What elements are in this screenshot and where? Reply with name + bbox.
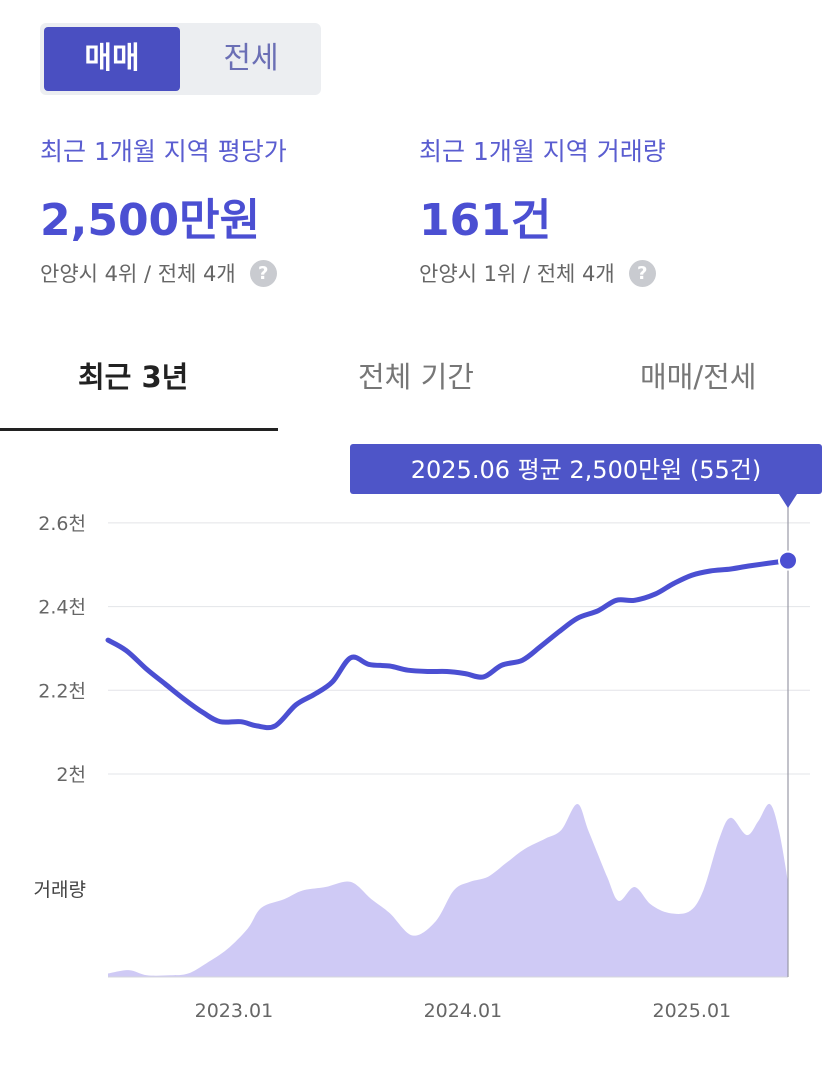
stat-volume-rank: 안양시 1위 / 전체 4개 — [419, 262, 615, 286]
volume-area — [108, 803, 788, 977]
y-tick-label: 2천 — [56, 764, 86, 786]
period-tabs: 최근 3년 전체 기간 매매/전세 — [0, 340, 827, 432]
trade-type-toggle: 매매 전세 — [40, 23, 321, 95]
price-line — [105, 558, 791, 731]
help-icon[interactable]: ? — [249, 259, 277, 287]
tab-recent-3-years[interactable]: 최근 3년 — [78, 360, 189, 394]
stat-volume-label: 최근 1개월 지역 거래량 — [419, 137, 666, 166]
toggle-jeonse-button[interactable]: 전세 — [223, 41, 279, 76]
stat-price-label: 최근 1개월 지역 평당가 — [40, 137, 287, 166]
volume-axis-label: 거래량 — [34, 879, 86, 901]
tooltip-text: 2025.06 평균 2,500만원 (55건) — [411, 456, 762, 484]
x-tick-label: 2023.01 — [195, 1000, 274, 1022]
tooltip-box — [350, 444, 822, 494]
y-tick-label: 2.6천 — [38, 513, 86, 535]
active-tab-indicator — [0, 428, 278, 431]
help-icon[interactable]: ? — [628, 259, 656, 287]
stat-price-value: 2,500만원 — [40, 195, 261, 246]
highlight-point — [778, 550, 798, 571]
stat-price-rank: 안양시 4위 / 전체 4개 — [40, 262, 236, 286]
y-tick-label: 2.4천 — [38, 597, 86, 619]
x-tick-label: 2024.01 — [424, 1000, 503, 1022]
tab-all-period[interactable]: 전체 기간 — [358, 360, 474, 394]
toggle-sale-button[interactable]: 매매 — [44, 27, 180, 91]
tab-sale-jeonse[interactable]: 매매/전세 — [640, 360, 757, 394]
stat-price-per-pyeong: 최근 1개월 지역 평당가 2,500만원 안양시 4위 / 전체 4개 ? — [40, 132, 287, 288]
tooltip-pointer — [779, 494, 797, 508]
stat-volume-value: 161건 — [419, 195, 552, 246]
x-tick-label: 2025.01 — [653, 1000, 732, 1022]
stat-trade-volume: 최근 1개월 지역 거래량 161건 안양시 1위 / 전체 4개 ? — [419, 132, 666, 288]
y-tick-label: 2.2천 — [38, 680, 86, 702]
